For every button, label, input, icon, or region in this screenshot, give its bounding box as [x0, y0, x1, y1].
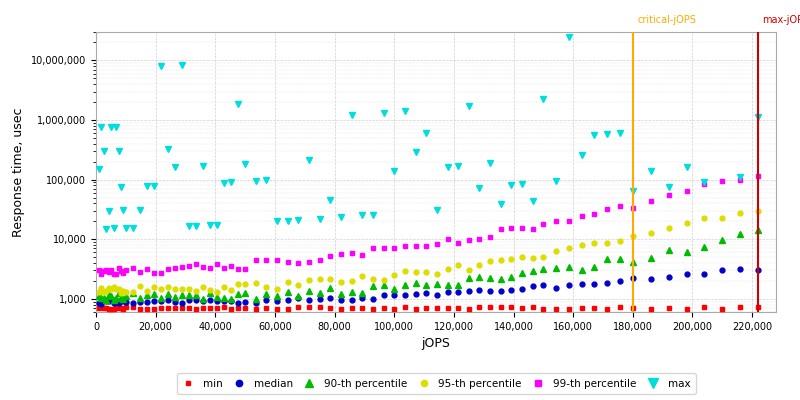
max: [94, 167, 104, 172]
median: [646, 276, 655, 281]
90-th percentile: [700, 244, 710, 249]
median: [400, 293, 410, 298]
90-th percentile: [315, 290, 325, 295]
95-th percentile: [116, 291, 126, 296]
95-th percentile: [315, 277, 325, 282]
90-th percentile: [99, 296, 109, 300]
95-th percentile: [754, 208, 763, 213]
99-th percentile: [94, 267, 104, 272]
99-th percentile: [754, 173, 763, 178]
99-th percentile: [400, 244, 410, 249]
median: [97, 301, 106, 306]
median: [121, 300, 130, 305]
99-th percentile: [191, 262, 201, 266]
90-th percentile: [191, 293, 201, 298]
median: [700, 272, 710, 276]
95-th percentile: [518, 255, 527, 260]
Line: 90-th percentile: 90-th percentile: [96, 228, 761, 303]
95-th percentile: [191, 289, 201, 294]
min: [315, 305, 325, 310]
95-th percentile: [400, 269, 410, 274]
95-th percentile: [700, 216, 710, 221]
max: [99, 149, 109, 154]
max: [718, 18, 727, 23]
90-th percentile: [754, 228, 763, 233]
max: [102, 226, 111, 231]
max: [754, 115, 763, 120]
90-th percentile: [400, 283, 410, 288]
99-th percentile: [97, 272, 106, 277]
Text: max-jOPS: max-jOPS: [762, 15, 800, 25]
min: [94, 306, 104, 311]
95-th percentile: [94, 290, 104, 295]
99-th percentile: [315, 258, 325, 262]
Legend: min, median, 90-th percentile, 95-th percentile, 99-th percentile, max: min, median, 90-th percentile, 95-th per…: [177, 373, 695, 394]
min: [118, 307, 128, 312]
Line: median: median: [97, 266, 761, 306]
99-th percentile: [700, 182, 710, 186]
Text: critical-jOPS: critical-jOPS: [638, 15, 696, 25]
min: [646, 306, 655, 311]
X-axis label: jOPS: jOPS: [422, 337, 450, 350]
90-th percentile: [518, 271, 527, 276]
99-th percentile: [518, 226, 527, 230]
median: [735, 266, 745, 271]
min: [700, 305, 710, 310]
90-th percentile: [94, 294, 104, 299]
median: [315, 297, 325, 302]
99-th percentile: [102, 268, 111, 272]
Line: max: max: [95, 17, 762, 232]
max: [121, 226, 130, 231]
max: [315, 216, 325, 221]
max: [646, 169, 655, 174]
95-th percentile: [99, 290, 109, 294]
max: [400, 108, 410, 113]
Line: 99-th percentile: 99-th percentile: [97, 174, 760, 276]
min: [754, 305, 763, 310]
Line: min: min: [98, 305, 760, 311]
max: [700, 179, 710, 184]
Y-axis label: Response time, usec: Response time, usec: [13, 107, 26, 237]
min: [735, 304, 745, 309]
median: [102, 298, 111, 303]
90-th percentile: [102, 298, 111, 302]
min: [99, 305, 109, 310]
Line: 95-th percentile: 95-th percentile: [97, 208, 761, 296]
median: [94, 300, 104, 305]
min: [121, 304, 130, 309]
median: [754, 268, 763, 272]
min: [400, 305, 410, 310]
